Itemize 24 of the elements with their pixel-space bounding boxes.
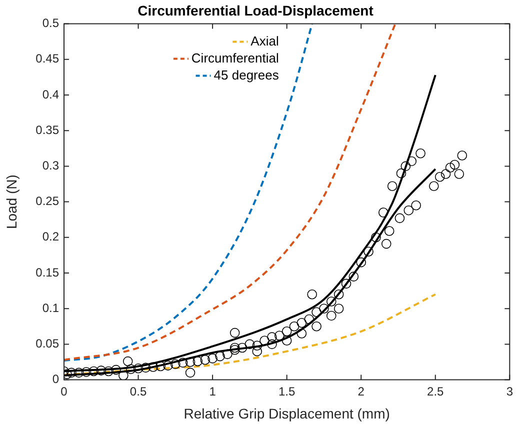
y-tick-label: 0.35 <box>36 122 60 137</box>
line-series <box>64 24 396 361</box>
y-tick-label: 0.5 <box>42 16 60 30</box>
y-axis-title: Load (N) <box>3 174 20 230</box>
chart-title: Circumferential Load-Displacement <box>138 2 374 18</box>
y-tick-label: 0.05 <box>36 336 60 351</box>
y-tick-label: 0.3 <box>42 158 60 173</box>
legend-label: Circumferential <box>191 50 279 66</box>
x-tick-label: 3 <box>506 384 514 398</box>
legend-label: 45 degrees <box>214 67 280 82</box>
x-tick-label: 1.5 <box>278 384 296 398</box>
y-tick-label: 0.2 <box>42 230 60 244</box>
y-tick-label: 0.25 <box>36 194 60 208</box>
y-tick-label: 0.45 <box>36 52 60 66</box>
x-tick-label: 0.5 <box>130 384 147 398</box>
y-tick-label: 0 <box>52 372 60 386</box>
x-tick-label: 2 <box>358 384 365 398</box>
x-axis-title: Relative Grip Displacement (mm) <box>184 405 390 422</box>
legend-label: Axial <box>250 33 279 48</box>
y-tick-label: 0.1 <box>42 300 60 315</box>
x-tick-label: 2.5 <box>427 384 444 398</box>
x-tick-label: 1 <box>209 384 216 398</box>
y-tick-label: 0.4 <box>42 87 60 102</box>
y-tick-label: 0.15 <box>36 265 60 280</box>
